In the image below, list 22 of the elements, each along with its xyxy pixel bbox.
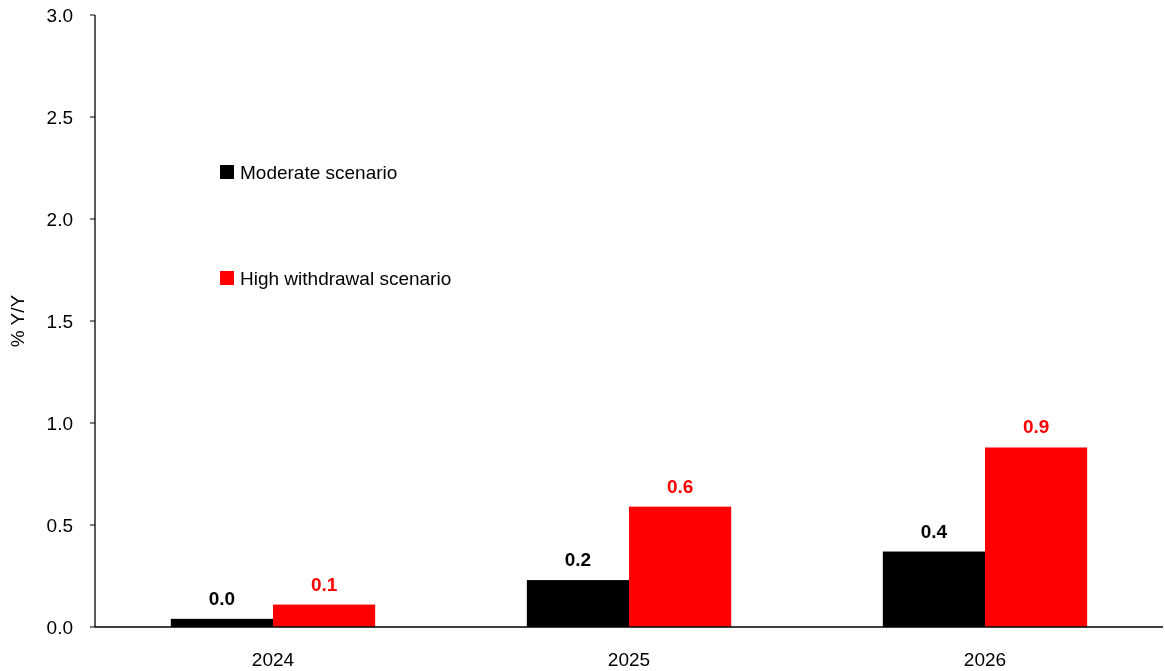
x-tick-label: 2026 [963, 649, 1007, 670]
data-label: 0.6 [666, 475, 694, 497]
data-label: 0.2 [564, 549, 592, 571]
x-tick-label: 2024 [251, 649, 295, 670]
bar [985, 447, 1088, 627]
y-tick-label: 1.5 [46, 310, 73, 332]
y-tick-label: 3.0 [46, 4, 73, 26]
data-label: 0.4 [920, 520, 948, 542]
x-tick-label: 2025 [607, 649, 651, 670]
y-tick-label: 1.0 [46, 412, 73, 434]
y-axis-title: % Y/Y [7, 294, 28, 348]
data-label: 0.9 [1022, 416, 1050, 438]
y-tick-label: 2.0 [46, 208, 73, 230]
y-tick-label: 0.0 [46, 616, 73, 638]
data-label: 0.0 [208, 587, 236, 609]
bar [273, 604, 376, 627]
legend-label: High withdrawal scenario [240, 267, 452, 289]
y-tick-label: 2.5 [46, 106, 73, 128]
legend-label: Moderate scenario [240, 161, 398, 183]
y-tick-label: 0.5 [46, 514, 73, 536]
bar [629, 506, 732, 627]
data-label: 0.1 [310, 573, 338, 595]
